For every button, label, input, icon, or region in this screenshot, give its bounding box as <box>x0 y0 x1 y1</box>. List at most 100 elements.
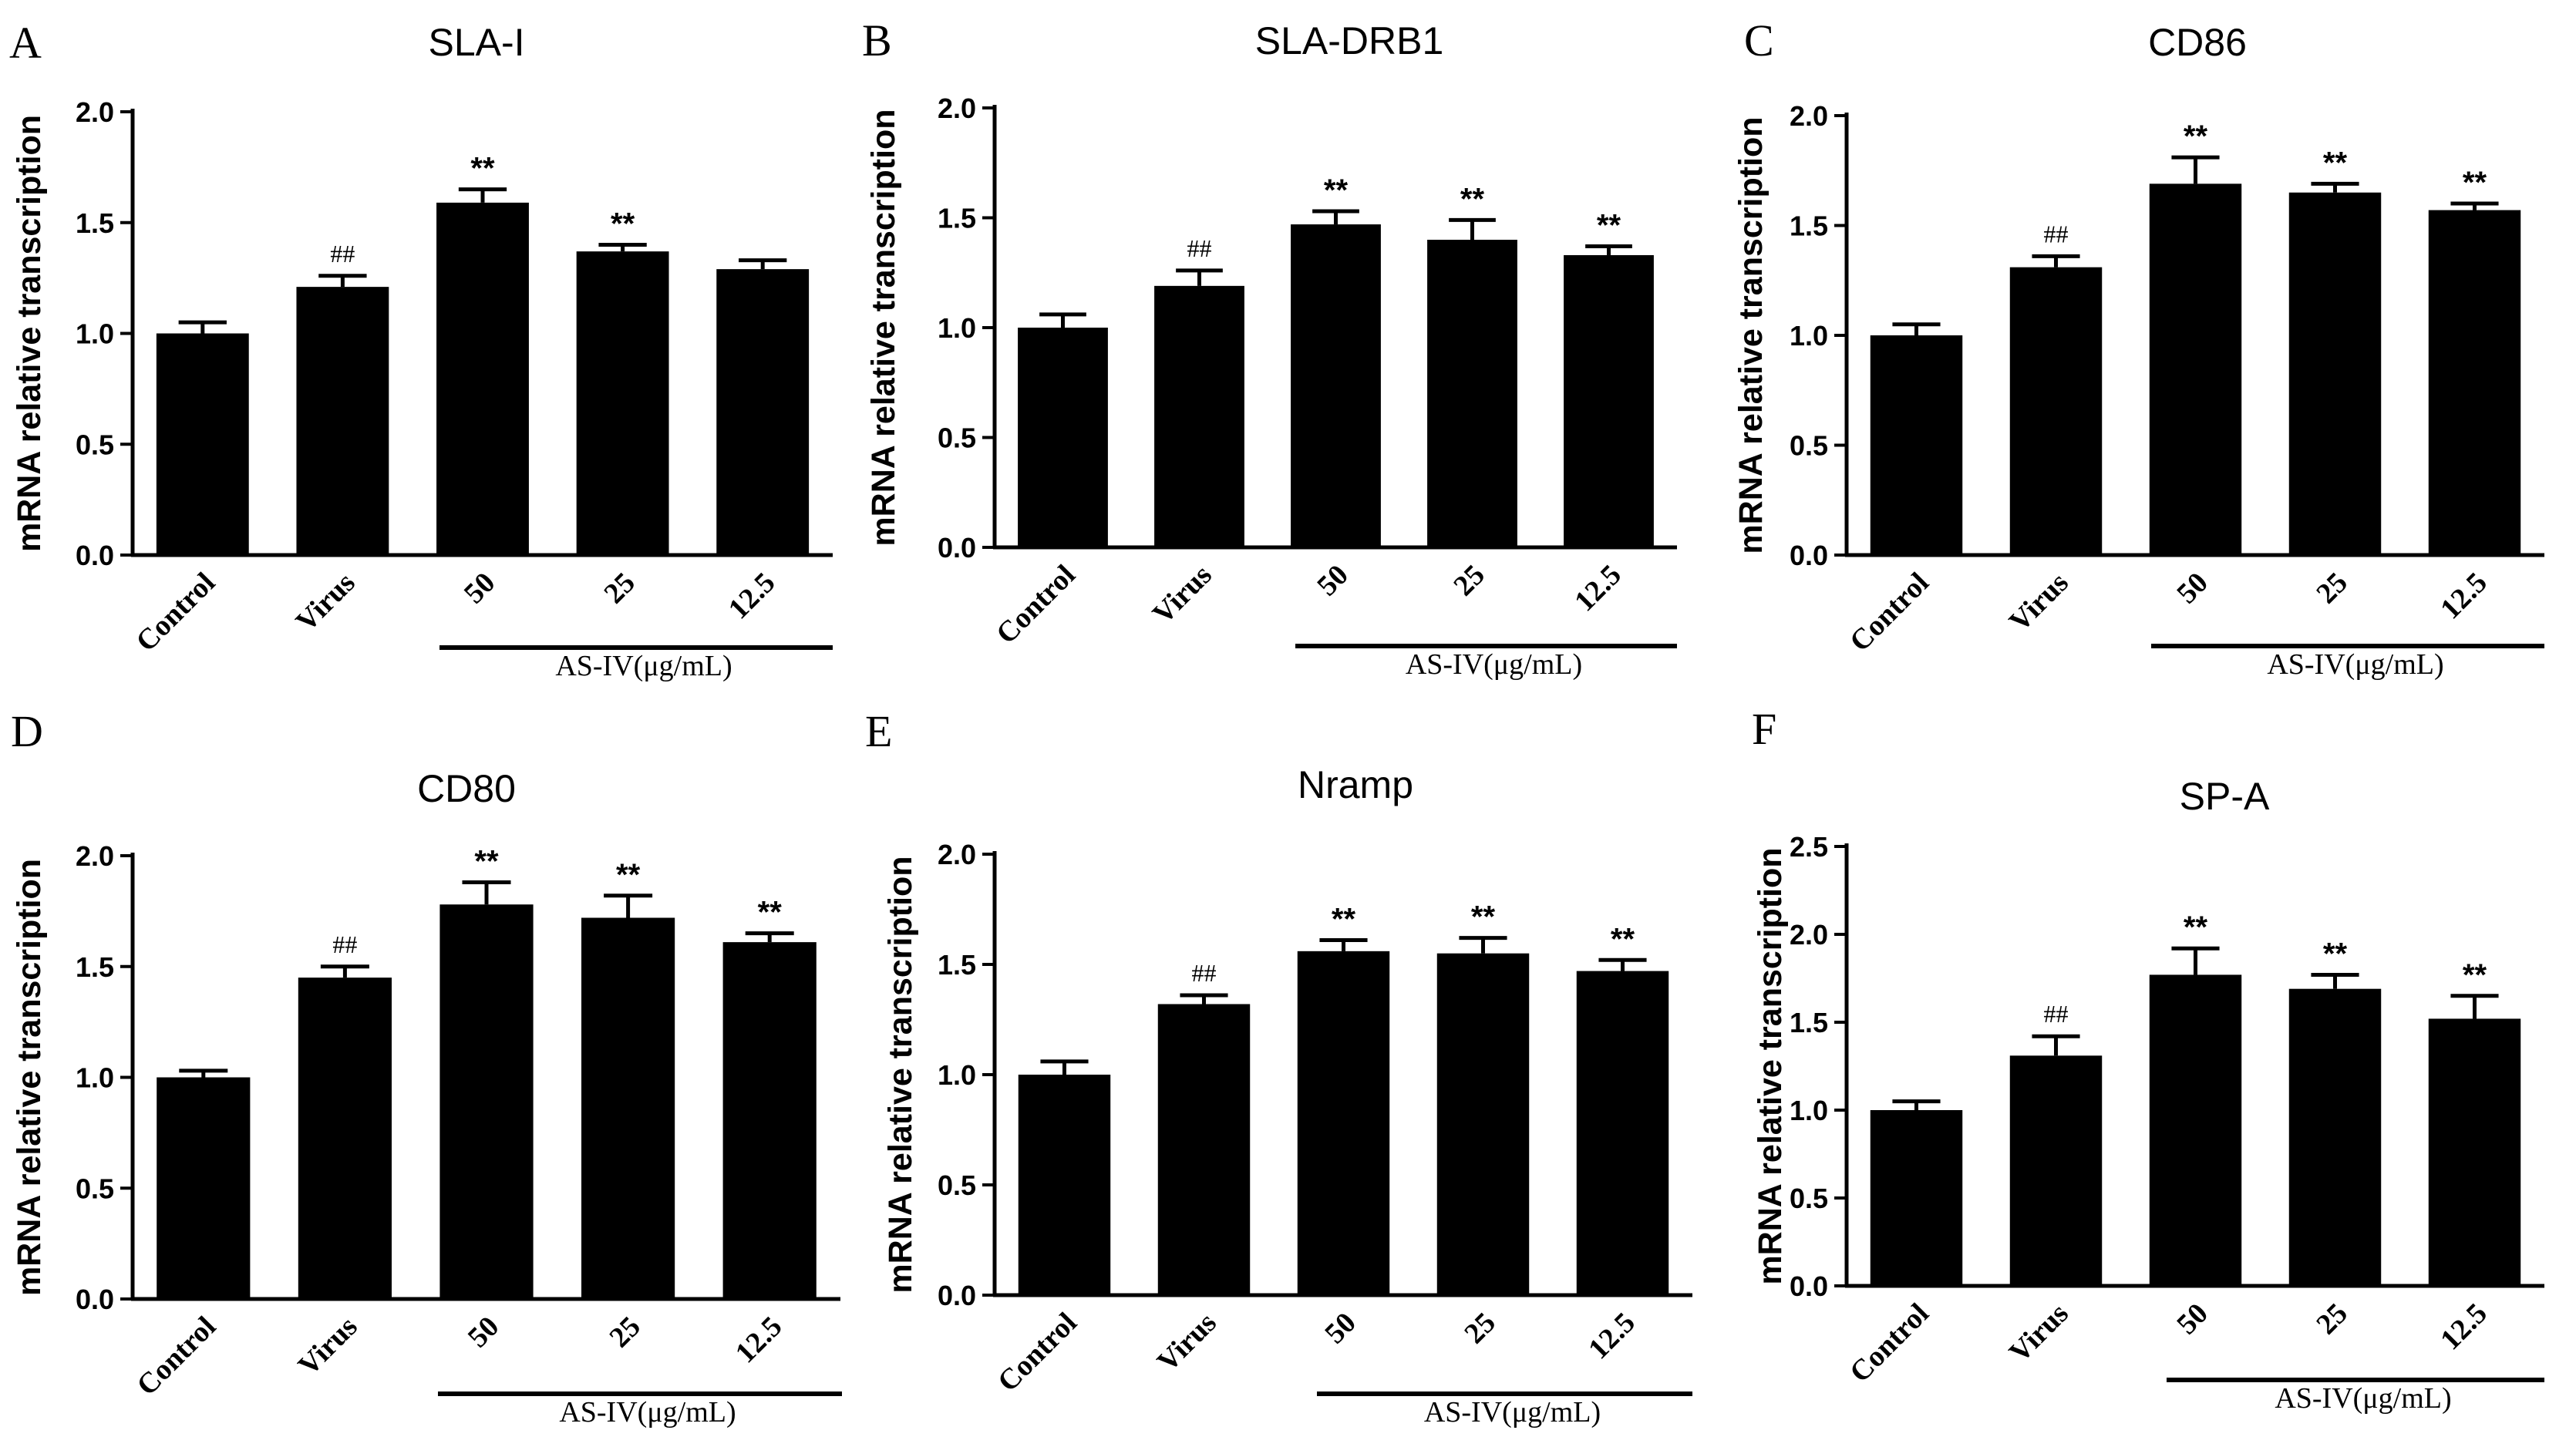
y-tick-label-b: 1.0 <box>938 312 976 344</box>
y-tick-label-b: 2.0 <box>938 93 976 124</box>
x-tick-label-d-3: 25 <box>603 1311 647 1354</box>
y-tick-label-a: 1.0 <box>76 318 114 350</box>
group-label-b: AS-IV(μg/mL) <box>1406 648 1582 681</box>
y-tick-label-b: 0.0 <box>938 532 976 564</box>
significance-label-e-3: ** <box>1471 900 1496 934</box>
group-label-f: AS-IV(μg/mL) <box>2275 1382 2451 1415</box>
y-axis-label-b: mRNA relative transcription <box>865 109 902 546</box>
significance-label-a-1: ## <box>330 240 355 268</box>
x-tick-label-d-4: 12.5 <box>729 1311 789 1370</box>
bar-d-2 <box>439 904 534 1299</box>
significance-label-e-2: ** <box>1332 903 1356 937</box>
x-tick-label-a-3: 25 <box>598 567 641 611</box>
x-tick-label-c-1: Virus <box>2003 567 2075 638</box>
x-tick-label-f-0: Control <box>1844 1297 1935 1389</box>
chart-title-d: CD80 <box>417 767 516 810</box>
significance-label-e-1: ## <box>1192 959 1217 987</box>
y-axis-label-e: mRNA relative transcription <box>882 856 919 1293</box>
significance-label-b-4: ** <box>1597 209 1621 243</box>
x-tick-label-e-1: Virus <box>1151 1307 1223 1378</box>
chart-title-c: CD86 <box>2148 21 2247 64</box>
y-tick-label-e: 2.0 <box>938 839 976 870</box>
y-tick-label-c: 1.5 <box>1790 210 1828 242</box>
significance-label-c-1: ## <box>2044 220 2069 247</box>
x-tick-label-b-0: Control <box>990 559 1082 651</box>
significance-label-c-3: ** <box>2323 146 2348 180</box>
bar-c-2 <box>2149 183 2242 555</box>
y-axis-label-c: mRNA relative transcription <box>1732 116 1770 554</box>
bar-f-2 <box>2149 974 2242 1286</box>
y-tick-label-f: 1.0 <box>1790 1095 1828 1126</box>
significance-label-d-4: ** <box>758 896 783 930</box>
y-tick-label-e: 0.5 <box>938 1169 976 1201</box>
x-tick-label-d-2: 50 <box>462 1311 506 1354</box>
y-tick-label-f: 0.5 <box>1790 1183 1828 1214</box>
y-tick-label-d: 1.5 <box>76 951 114 983</box>
significance-label-b-2: ** <box>1324 173 1349 207</box>
bar-a-2 <box>436 202 529 555</box>
significance-label-a-2: ** <box>470 152 495 186</box>
y-tick-label-d: 0.0 <box>76 1284 114 1315</box>
x-tick-label-a-4: 12.5 <box>722 567 782 626</box>
x-tick-label-b-1: Virus <box>1147 559 1218 631</box>
bar-e-4 <box>1576 971 1669 1295</box>
y-tick-label-c: 0.5 <box>1790 430 1828 462</box>
significance-label-e-4: ** <box>1611 922 1635 956</box>
y-tick-label-a: 0.5 <box>76 429 114 460</box>
bar-b-0 <box>1018 328 1108 547</box>
x-tick-label-b-3: 25 <box>1447 559 1491 603</box>
panel-letter-a: A <box>9 18 42 68</box>
x-tick-label-e-2: 50 <box>1318 1307 1362 1351</box>
y-tick-label-f: 0.0 <box>1790 1270 1828 1302</box>
y-tick-label-d: 0.5 <box>76 1173 114 1204</box>
panel-letter-b: B <box>862 15 892 66</box>
significance-label-b-1: ## <box>1187 234 1212 262</box>
bar-e-2 <box>1297 951 1390 1295</box>
y-tick-label-a: 0.0 <box>76 540 114 571</box>
significance-label-f-3: ** <box>2323 937 2348 971</box>
bar-a-4 <box>716 269 810 555</box>
bar-d-3 <box>581 917 675 1299</box>
bar-d-1 <box>298 978 392 1299</box>
x-tick-label-b-4: 12.5 <box>1568 559 1628 618</box>
bar-d-4 <box>722 942 817 1299</box>
bar-b-1 <box>1154 285 1244 547</box>
bar-f-4 <box>2428 1018 2521 1286</box>
y-tick-label-b: 1.5 <box>938 203 976 234</box>
bar-c-4 <box>2428 210 2521 555</box>
bar-b-4 <box>1564 254 1654 547</box>
bar-d-0 <box>157 1077 251 1299</box>
bar-a-0 <box>156 333 249 555</box>
x-tick-label-d-0: Control <box>130 1311 222 1402</box>
x-tick-label-d-1: Virus <box>292 1311 364 1382</box>
x-tick-label-e-0: Control <box>992 1307 1083 1398</box>
x-tick-label-c-3: 25 <box>2310 567 2354 611</box>
y-axis-label-a: mRNA relative transcription <box>11 115 48 552</box>
bar-c-1 <box>2009 267 2103 555</box>
panel-letter-e: E <box>865 706 892 756</box>
panel-letter-c: C <box>1744 15 1774 66</box>
chart-title-e: Nramp <box>1298 763 1413 806</box>
y-tick-label-c: 1.0 <box>1790 320 1828 352</box>
x-tick-label-c-0: Control <box>1844 567 1935 658</box>
bar-a-1 <box>296 287 389 555</box>
y-tick-label-a: 2.0 <box>76 96 114 128</box>
y-tick-label-e: 1.0 <box>938 1059 976 1091</box>
x-tick-label-c-2: 50 <box>2170 567 2214 611</box>
y-tick-label-c: 0.0 <box>1790 540 1828 571</box>
significance-label-f-4: ** <box>2463 958 2487 992</box>
x-tick-label-e-3: 25 <box>1458 1307 1502 1351</box>
significance-label-c-2: ** <box>2184 119 2208 153</box>
y-tick-label-d: 1.0 <box>76 1062 114 1094</box>
bar-b-3 <box>1427 240 1517 547</box>
group-label-a: AS-IV(μg/mL) <box>555 650 732 682</box>
significance-label-d-3: ** <box>616 858 641 892</box>
chart-title-f: SP-A <box>2180 775 2270 818</box>
bar-e-0 <box>1018 1075 1111 1295</box>
group-label-d: AS-IV(μg/mL) <box>559 1396 736 1428</box>
x-tick-label-a-2: 50 <box>458 567 502 611</box>
y-tick-label-d: 2.0 <box>76 840 114 872</box>
y-tick-label-c: 2.0 <box>1790 100 1828 132</box>
x-tick-label-f-3: 25 <box>2310 1297 2354 1341</box>
significance-label-d-1: ## <box>332 930 357 958</box>
